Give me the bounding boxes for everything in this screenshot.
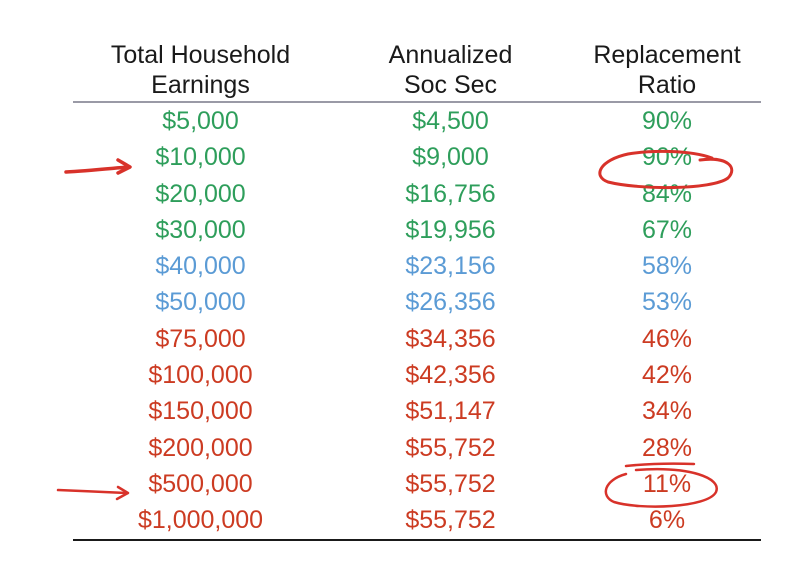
soc-sec-cell: $16,756 [405,179,496,208]
earnings-cell: $500,000 [148,469,253,498]
soc-sec-cell: $51,147 [405,397,496,426]
replacement-ratio-table-container: Total Household Earnings Annualized Soc … [73,40,761,541]
header-line: Earnings [151,71,250,99]
table-row: $50,000 $26,356 53% [73,284,761,320]
ratio-cell: 46% [641,324,693,353]
soc-sec-cell: $42,356 [405,361,496,390]
ratio-cell: 84% [641,179,693,208]
table-row: $150,000 $51,147 34% [73,393,761,429]
table-row: $500,000 $55,752 11% [73,466,761,502]
header-replacement-ratio: Replacement Ratio [573,40,761,102]
table-row: $75,000 $34,356 46% [73,321,761,357]
table-row: $30,000 $19,956 67% [73,212,761,248]
earnings-cell: $10,000 [155,143,246,172]
table-body: $5,000 $4,500 90% $10,000 $9,000 90% $20,000 $1… [73,102,761,541]
header-line: Soc Sec [403,71,498,99]
table-header: Total Household Earnings Annualized Soc … [73,40,761,102]
earnings-cell: $200,000 [148,433,253,462]
header-row: Total Household Earnings Annualized Soc … [73,40,761,102]
earnings-cell: $20,000 [155,179,246,208]
soc-sec-cell: $19,956 [405,215,496,244]
ratio-cell: 90% [641,143,693,172]
soc-sec-cell: $4,500 [412,107,489,135]
table-row: $40,000 $23,156 58% [73,248,761,284]
table-row: $1,000,000 $55,752 6% [73,502,761,541]
table-row: $5,000 $4,500 90% [73,102,761,139]
soc-sec-cell: $26,356 [405,288,496,317]
soc-sec-cell: $9,000 [412,143,489,172]
table-row: $10,000 $9,000 90% [73,139,761,175]
earnings-cell: $40,000 [155,252,246,281]
ratio-cell: 90% [641,107,693,135]
table-row: $100,000 $42,356 42% [73,357,761,393]
earnings-cell: $150,000 [148,397,253,426]
earnings-cell: $30,000 [155,215,246,244]
ratio-cell: 34% [641,397,693,426]
earnings-cell: $50,000 [155,288,246,317]
soc-sec-cell: $34,356 [405,324,496,353]
header-annualized-soc-sec: Annualized Soc Sec [328,40,573,102]
header-line: Replacement [593,41,741,69]
soc-sec-cell: $55,752 [405,469,496,498]
soc-sec-cell: $55,752 [328,502,573,541]
header-line: Annualized [388,41,513,69]
header-line: Ratio [637,71,697,99]
replacement-ratio-table: Total Household Earnings Annualized Soc … [73,40,761,541]
ratio-cell: 53% [641,288,693,317]
table-row: $200,000 $55,752 28% [73,430,761,466]
earnings-cell: $75,000 [155,324,246,353]
soc-sec-cell: $55,752 [405,433,496,462]
ratio-cell: 6% [573,502,761,541]
earnings-cell: $5,000 [162,107,239,135]
ratio-cell: 67% [641,215,693,244]
table-row: $20,000 $16,756 84% [73,176,761,212]
ratio-cell: 28% [641,433,693,462]
ratio-cell: 42% [641,361,693,390]
header-total-household-earnings: Total Household Earnings [73,40,328,102]
header-line: Total Household [110,41,291,69]
earnings-cell: $1,000,000 [73,502,328,541]
ratio-cell: 11% [642,469,692,498]
earnings-cell: $100,000 [148,361,253,390]
ratio-cell: 58% [641,252,693,281]
soc-sec-cell: $23,156 [405,252,496,281]
